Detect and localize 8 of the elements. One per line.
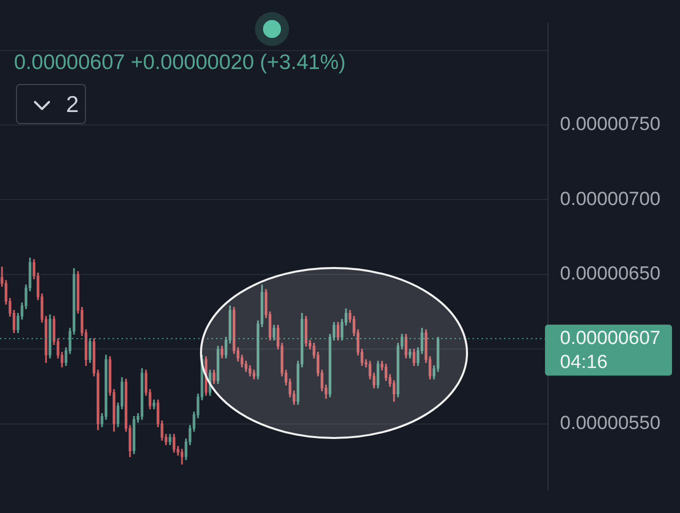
- y-tick-label: 0.00000700: [560, 188, 660, 210]
- text: 0.00000607 +0.00000020 (+3.41%): [14, 51, 346, 75]
- collapse-button: 2: [16, 84, 86, 124]
- y-tick-label: 0.00000650: [560, 264, 660, 285]
- annotation: 2: [66, 91, 79, 117]
- y-tick-label: 0.00000750: [560, 114, 660, 136]
- ref-line-label: 0.00000607 04:16: [560, 328, 660, 373]
- y-tick-label: 0.00000550: [560, 413, 660, 434]
